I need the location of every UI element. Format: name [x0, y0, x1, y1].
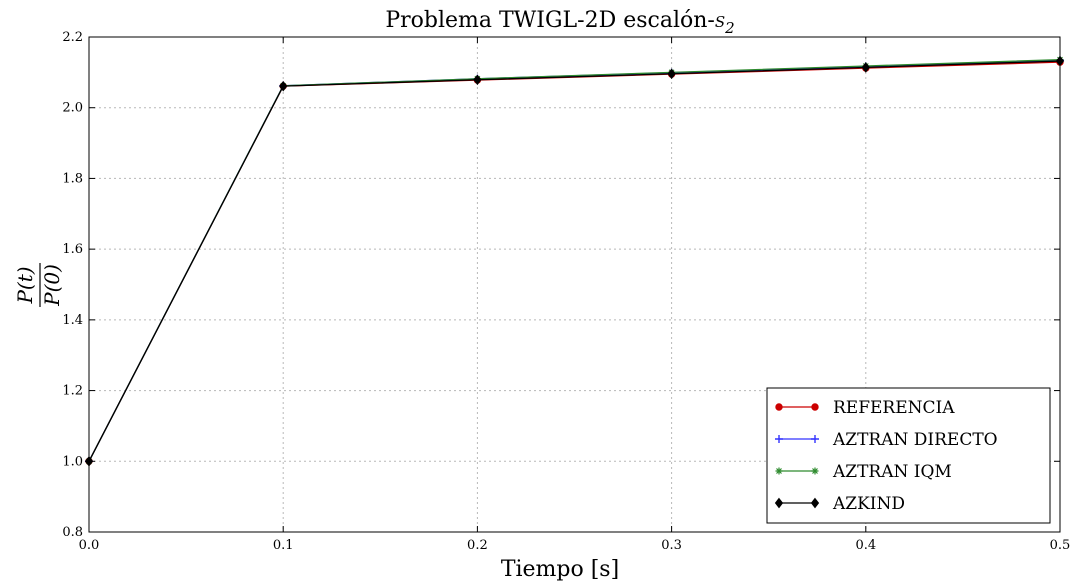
- legend-marker: [811, 403, 819, 411]
- axis-ticks: 0.0 0.1 0.2 0.3 0.4 0.5 0.8 1.0 1.2 1.4 1.6 1.8 2.0 2…: [62, 30, 1070, 553]
- x-tick-label: 0.4: [855, 538, 876, 553]
- legend-marker: [811, 435, 819, 443]
- data-point: [667, 68, 676, 80]
- data-point: [279, 80, 288, 92]
- y-tick-label: 2.0: [62, 101, 83, 116]
- y-tick-label: 2.2: [62, 30, 83, 45]
- y-tick-label: 1.0: [62, 454, 83, 469]
- x-tick-label: 0.5: [1050, 538, 1071, 553]
- legend-entry: REFERENCIA: [775, 398, 955, 418]
- x-tick-label: 0.0: [79, 538, 100, 553]
- series-line: [88, 60, 1061, 462]
- legend-label: AZTRAN IQM: [832, 462, 952, 482]
- data-point: [473, 74, 482, 86]
- legend-entry: AZTRAN DIRECTO: [775, 430, 998, 450]
- series-layer: [84, 55, 1065, 467]
- legend-label: REFERENCIA: [833, 398, 955, 418]
- data-point: [861, 62, 870, 73]
- y-tick-label: 1.4: [62, 313, 83, 328]
- x-tick-label: 0.2: [467, 538, 488, 553]
- x-tick-label: 0.3: [661, 538, 682, 553]
- y-tick-label: 1.6: [62, 242, 83, 257]
- legend-label: AZTRAN DIRECTO: [832, 430, 998, 450]
- legend-marker: [775, 467, 783, 475]
- legend-marker: [775, 435, 783, 443]
- x-axis-label: Tiempo [s]: [501, 557, 619, 582]
- legend-marker: [774, 497, 784, 509]
- legend: REFERENCIA AZTRAN DIRECTO AZTRAN IQM AZKIND: [766, 387, 1051, 524]
- chart-title: Problema TWIGL-2D escalón-S2: [385, 8, 734, 37]
- y-axis-label-numerator: P(t): [13, 266, 37, 304]
- plot-frame: [88, 36, 1061, 533]
- y-axis-label: P(t) P(0): [13, 263, 64, 307]
- x-tick-label: 0.1: [273, 538, 294, 553]
- legend-label: AZKIND: [832, 494, 905, 514]
- legend-entry: AZTRAN IQM: [775, 462, 952, 482]
- legend-marker: [775, 403, 783, 411]
- y-tick-label: 1.2: [62, 384, 83, 399]
- y-tick-label: 1.8: [62, 171, 83, 186]
- legend-marker: [811, 467, 819, 475]
- y-tick-label: 0.8: [62, 525, 83, 540]
- legend-marker: [810, 497, 820, 509]
- legend-entry: AZKIND: [774, 494, 905, 514]
- y-axis-label-denominator: P(0): [40, 264, 64, 307]
